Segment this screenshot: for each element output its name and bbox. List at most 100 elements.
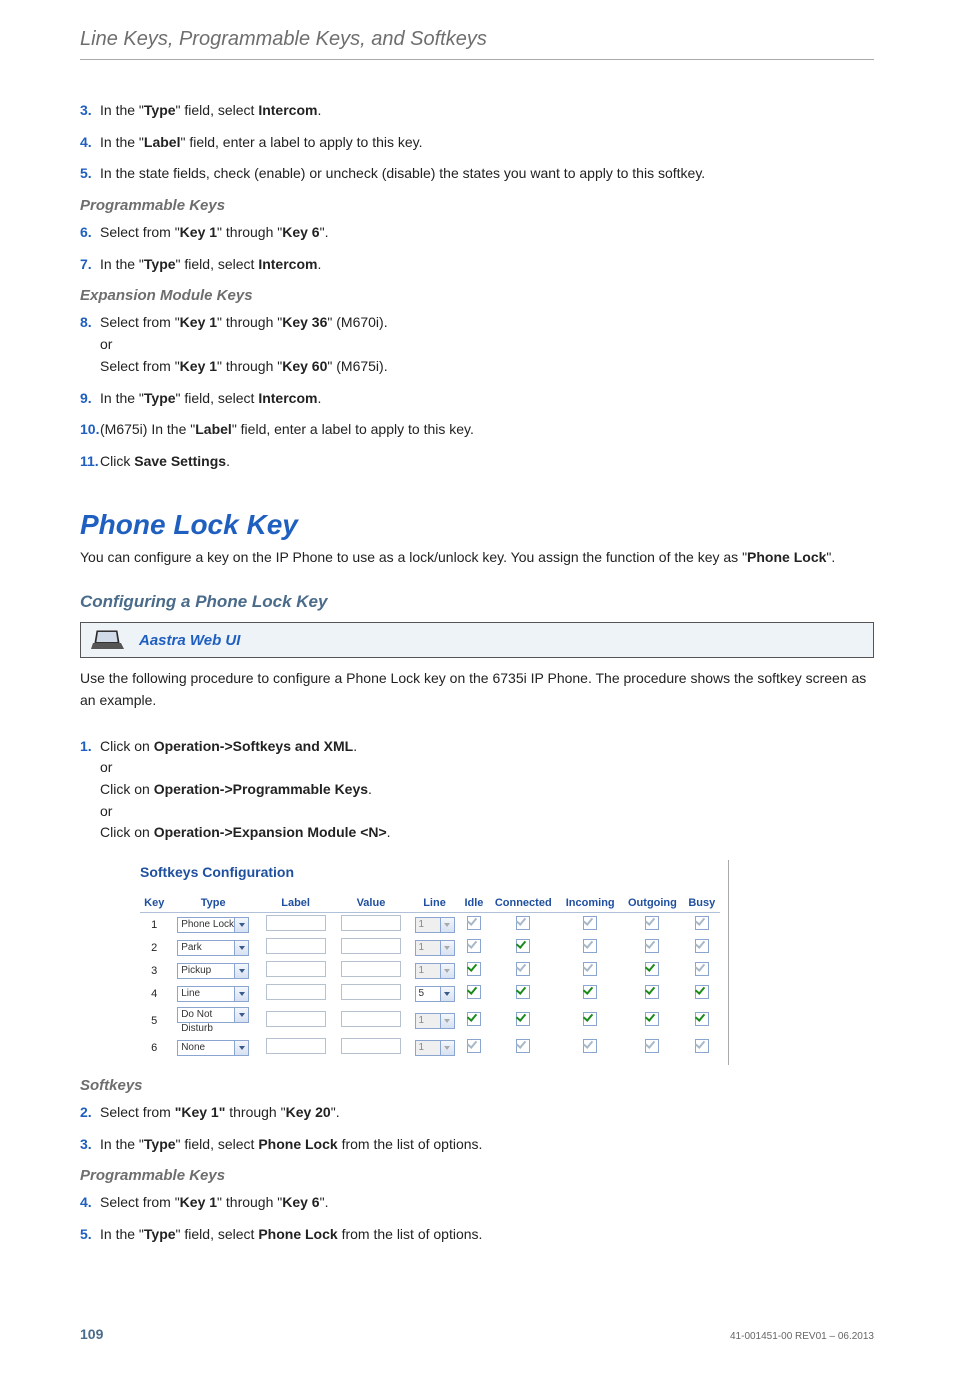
label-input[interactable] (266, 915, 326, 931)
value-input[interactable] (341, 961, 401, 977)
steps-group-e: 2.Select from "Key 1" through "Key 20". 3… (80, 1102, 874, 1155)
type-select[interactable]: Phone Lock (177, 917, 249, 933)
type-select[interactable]: Line (177, 986, 249, 1002)
screenshot-title: Softkeys Configuration (140, 864, 720, 880)
doc-revision: 41-001451-00 REV01 – 06.2013 (730, 1331, 874, 1342)
steps-group-b: 6.Select from "Key 1" through "Key 6".7.… (80, 222, 874, 275)
type-select[interactable]: Park (177, 940, 249, 956)
cell-key: 3 (140, 959, 168, 982)
cell-line: 5 (409, 982, 461, 1005)
chevron-down-icon[interactable] (234, 1041, 248, 1055)
state-checkbox[interactable] (695, 1039, 709, 1053)
chevron-down-icon (440, 1014, 454, 1028)
state-checkbox[interactable] (695, 985, 709, 999)
state-checkbox[interactable] (516, 1012, 530, 1026)
chevron-down-icon[interactable] (234, 918, 248, 932)
state-checkbox[interactable] (583, 1012, 597, 1026)
state-checkbox[interactable] (467, 962, 481, 976)
state-checkbox[interactable] (583, 939, 597, 953)
cell-state (684, 1036, 720, 1059)
state-checkbox[interactable] (645, 1012, 659, 1026)
chevron-down-icon[interactable] (234, 1008, 248, 1022)
step-number: 5. (80, 163, 100, 185)
step-text: Select from "Key 1" through "Key 6". (100, 222, 874, 244)
step-text: Click Save Settings. (100, 451, 874, 473)
cell-key: 1 (140, 913, 168, 937)
line-select: 1 (415, 1040, 455, 1056)
label-input[interactable] (266, 1038, 326, 1054)
step-text: In the "Type" field, select Intercom. (100, 100, 874, 122)
cell-state (684, 913, 720, 937)
state-checkbox[interactable] (583, 985, 597, 999)
step-number: 6. (80, 222, 100, 244)
state-checkbox[interactable] (695, 1012, 709, 1026)
cell-state (621, 913, 683, 937)
cell-state (684, 959, 720, 982)
softkeys-table: KeyTypeLabelValueLineIdleConnectedIncomi… (140, 894, 720, 1059)
cell-state (621, 1036, 683, 1059)
step-item: 4.Select from "Key 1" through "Key 6". (80, 1192, 874, 1214)
state-checkbox[interactable] (467, 939, 481, 953)
step-text: Click on Operation->Softkeys and XML.orC… (100, 736, 874, 844)
state-checkbox[interactable] (695, 916, 709, 930)
type-select[interactable]: None (177, 1040, 249, 1056)
state-checkbox[interactable] (645, 939, 659, 953)
step-number: 4. (80, 1192, 100, 1214)
state-checkbox[interactable] (645, 985, 659, 999)
table-header: Key (140, 894, 168, 913)
step-text: In the "Label" field, enter a label to a… (100, 132, 874, 154)
value-input[interactable] (341, 915, 401, 931)
table-row: 1Phone Lock1 (140, 913, 720, 937)
state-checkbox[interactable] (583, 962, 597, 976)
value-input[interactable] (341, 1011, 401, 1027)
cell-value (333, 982, 408, 1005)
cell-label (258, 959, 333, 982)
cell-state (559, 1005, 621, 1036)
state-checkbox[interactable] (467, 1039, 481, 1053)
state-checkbox[interactable] (467, 916, 481, 930)
value-input[interactable] (341, 938, 401, 954)
line-select[interactable]: 5 (415, 986, 455, 1002)
chevron-down-icon[interactable] (234, 987, 248, 1001)
label-input[interactable] (266, 984, 326, 1000)
cell-value (333, 1036, 408, 1059)
label-input[interactable] (266, 938, 326, 954)
state-checkbox[interactable] (516, 916, 530, 930)
label-input[interactable] (266, 961, 326, 977)
cell-line: 1 (409, 959, 461, 982)
cell-state (684, 982, 720, 1005)
cell-state (559, 936, 621, 959)
step-item: 2.Select from "Key 1" through "Key 20". (80, 1102, 874, 1124)
state-checkbox[interactable] (695, 939, 709, 953)
type-select[interactable]: Do Not Disturb (177, 1007, 249, 1023)
step-item: 3.In the "Type" field, select Phone Lock… (80, 1134, 874, 1156)
chevron-down-icon[interactable] (440, 987, 454, 1001)
value-input[interactable] (341, 984, 401, 1000)
value-input[interactable] (341, 1038, 401, 1054)
cell-state (621, 982, 683, 1005)
state-checkbox[interactable] (645, 1039, 659, 1053)
cell-value (333, 959, 408, 982)
subhead-programmable-keys-2: Programmable Keys (80, 1167, 874, 1184)
web-ui-callout: Aastra Web UI (80, 622, 874, 658)
type-select[interactable]: Pickup (177, 963, 249, 979)
state-checkbox[interactable] (583, 916, 597, 930)
cell-value (333, 913, 408, 937)
label-input[interactable] (266, 1011, 326, 1027)
cell-state (460, 1005, 487, 1036)
table-header: Busy (684, 894, 720, 913)
state-checkbox[interactable] (645, 962, 659, 976)
state-checkbox[interactable] (467, 1012, 481, 1026)
steps-group-a: 3.In the "Type" field, select Intercom.4… (80, 100, 874, 185)
state-checkbox[interactable] (645, 916, 659, 930)
state-checkbox[interactable] (467, 985, 481, 999)
subhead-programmable-keys: Programmable Keys (80, 197, 874, 214)
state-checkbox[interactable] (516, 1039, 530, 1053)
state-checkbox[interactable] (516, 939, 530, 953)
state-checkbox[interactable] (695, 962, 709, 976)
state-checkbox[interactable] (516, 985, 530, 999)
chevron-down-icon[interactable] (234, 941, 248, 955)
state-checkbox[interactable] (583, 1039, 597, 1053)
chevron-down-icon[interactable] (234, 964, 248, 978)
state-checkbox[interactable] (516, 962, 530, 976)
